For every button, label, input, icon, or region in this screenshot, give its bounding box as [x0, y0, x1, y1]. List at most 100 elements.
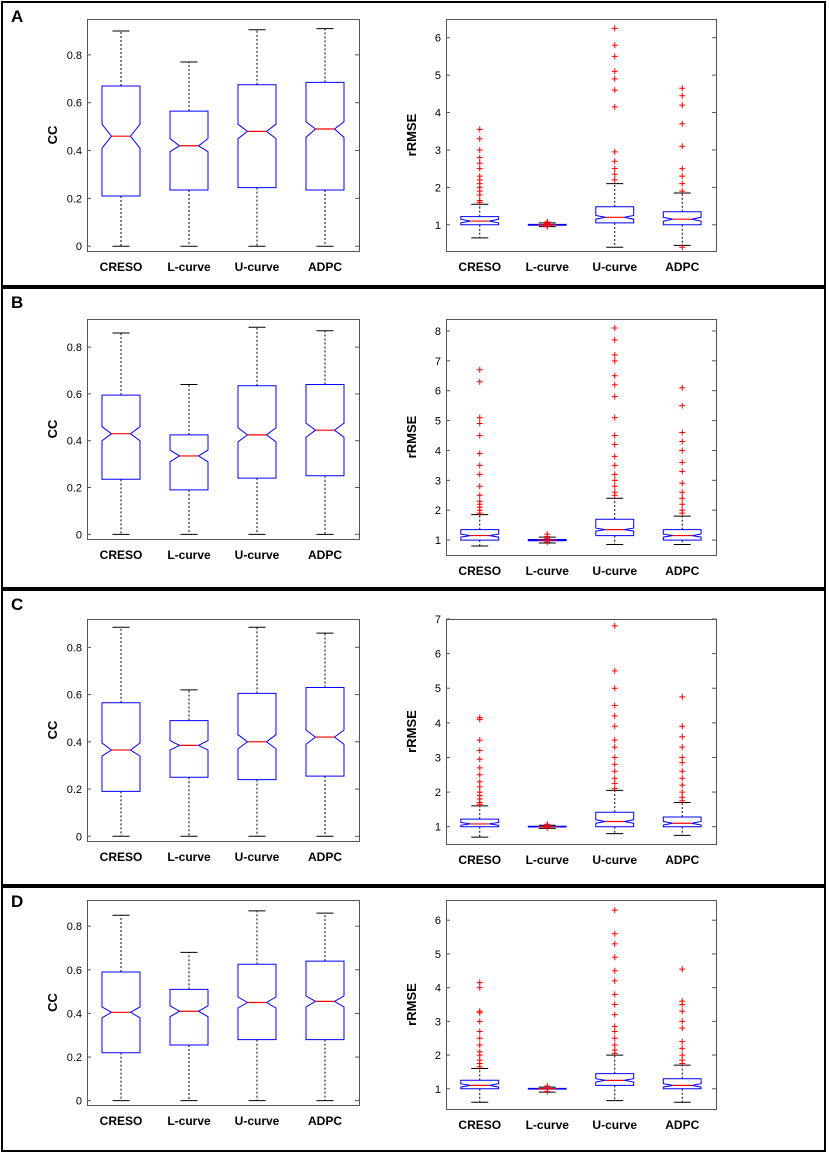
box-creso [460, 979, 500, 1103]
category-label: ADPC [665, 564, 699, 578]
outlier-point [611, 744, 618, 751]
plot-frame [446, 619, 717, 845]
panel-d: D 0 0.2 0.4 0.6 0.8 CC CRESO L-curve U-curve ADPC… [1, 886, 826, 1152]
outlier-point [611, 1001, 618, 1008]
y-tick-label: 3 [435, 145, 441, 157]
outlier-point [544, 531, 551, 538]
outlier-point [679, 1052, 686, 1059]
y-tick-label: 6 [435, 915, 441, 927]
y-tick-label: 1 [435, 1084, 441, 1096]
y-axis-label: rRMSE [404, 710, 419, 753]
box-body [305, 687, 345, 777]
y-tick-label: 0.6 [67, 965, 82, 977]
outlier-point [611, 453, 618, 460]
outlier-point [679, 966, 686, 973]
outlier-point [611, 907, 618, 914]
category-label: L-curve [167, 850, 211, 864]
box-body [169, 110, 209, 191]
box-adpc [662, 85, 702, 251]
outlier-point [679, 102, 686, 109]
y-tick-label: 3 [435, 1016, 441, 1028]
boxplot-svg: 0 0.2 0.4 0.6 0.8 CC CRESO L-curve U-curve ADPC [45, 900, 360, 1128]
outlier-point [679, 165, 686, 172]
y-tick-label: 1 [435, 822, 441, 834]
y-tick-label: 4 [435, 108, 441, 120]
outlier-point [679, 143, 686, 150]
outlier-point [544, 1083, 551, 1090]
y-axis-label: rRMSE [404, 983, 419, 1026]
category-label: ADPC [665, 853, 699, 867]
panel-c-cc-chart: 0 0.2 0.4 0.6 0.8 CC CRESO L-curve U-curve ADPC [45, 615, 363, 871]
box-body [169, 434, 209, 491]
y-tick-label: 0 [76, 831, 82, 843]
boxplot-svg: 1 2 3 4 5 6 7 8 rRMSE CRESO L-curve U-curve ADPC [404, 319, 717, 578]
category-label: CRESO [458, 564, 501, 578]
category-label: ADPC [308, 1114, 342, 1128]
outlier-point [611, 967, 618, 974]
y-tick-label: 0.4 [67, 146, 82, 158]
outlier-point [679, 480, 686, 487]
box-l-curve [169, 61, 209, 247]
y-tick-label: 0 [76, 529, 82, 541]
y-tick-label: 4 [435, 445, 441, 457]
outlier-point [476, 366, 483, 373]
y-tick-label: 3 [435, 752, 441, 764]
category-label: CRESO [100, 260, 143, 274]
y-tick-label: 1 [435, 220, 441, 232]
outlier-point [679, 447, 686, 454]
box-creso [101, 914, 141, 1102]
box-l-curve [527, 821, 567, 831]
y-axis-label: CC [45, 419, 60, 438]
box-creso [101, 626, 141, 837]
outlier-point [679, 1038, 686, 1045]
outlier-point [611, 103, 618, 110]
outlier-point [611, 357, 618, 364]
outlier-point [611, 991, 618, 998]
y-tick-label: 6 [435, 386, 441, 398]
y-tick-label: 0 [76, 1096, 82, 1108]
y-tick-label: 5 [435, 949, 441, 961]
box-l-curve [169, 951, 209, 1102]
outlier-point [679, 429, 686, 436]
outlier-point [679, 754, 686, 761]
outlier-point [611, 940, 618, 947]
outlier-point [611, 158, 618, 165]
boxplot-svg: 1 2 3 4 5 6 7 rRMSE CRESO L-curve U-curve ADPC [404, 614, 717, 867]
outlier-point [611, 165, 618, 172]
y-tick-label: 5 [435, 70, 441, 82]
outlier-point [611, 471, 618, 478]
outlier-point [611, 489, 618, 496]
outlier-point [679, 794, 686, 801]
outlier-point [476, 450, 483, 457]
outlier-point [611, 1035, 618, 1042]
category-label: CRESO [458, 260, 501, 274]
category-label: CRESO [458, 1118, 501, 1132]
box-creso [460, 126, 500, 239]
category-label: CRESO [100, 850, 143, 864]
outlier-point [611, 685, 618, 692]
outlier-point [611, 775, 618, 782]
y-tick-label: 2 [435, 1050, 441, 1062]
panel-d-label: D [11, 892, 24, 911]
outlier-point [679, 438, 686, 445]
category-label: U-curve [592, 564, 637, 578]
y-tick-label: 2 [435, 787, 441, 799]
outlier-point [679, 1008, 686, 1015]
y-tick-label: 0.4 [67, 436, 82, 448]
outlier-point [476, 471, 483, 478]
outlier-point [476, 414, 483, 421]
box-creso [460, 366, 500, 547]
box-body [305, 81, 345, 191]
y-tick-label: 0.4 [67, 1008, 82, 1020]
panel-c-label: C [11, 595, 24, 614]
panel-b-cc-chart: 0 0.2 0.4 0.6 0.8 CC CRESO L-curve U-curve ADPC [45, 315, 363, 569]
outlier-point [611, 441, 618, 448]
plot-frame [87, 619, 360, 842]
boxplot-svg: 0 0.2 0.4 0.6 0.8 CC CRESO L-curve U-curve ADPC [45, 319, 360, 562]
panel-a-rrmse-chart: 1 2 3 4 5 6 rRMSE CRESO L-curve U-curve ADPC [404, 15, 720, 281]
y-tick-label: 0.8 [67, 642, 82, 654]
outlier-point [679, 768, 686, 775]
category-label: U-curve [592, 260, 637, 274]
outlier-point [611, 622, 618, 629]
outlier-point [476, 1041, 483, 1048]
